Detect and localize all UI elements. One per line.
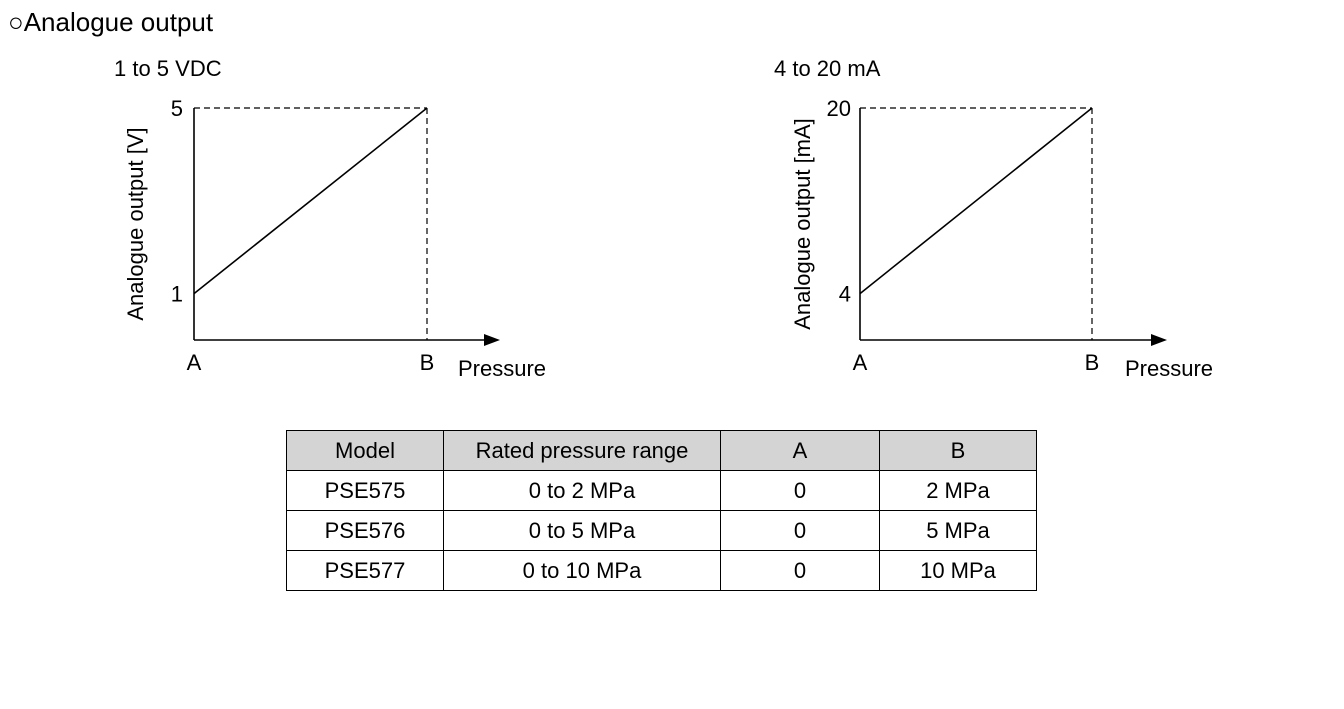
y-axis-title: Analogue output [V] — [123, 127, 148, 320]
x-axis-title: Pressure — [1125, 356, 1213, 381]
rated-pressure-table: Model Rated pressure range A B PSE575 0 … — [286, 430, 1037, 591]
y-tick-label-1: 1 — [171, 282, 183, 307]
cell-rated-pressure-range: 0 to 5 MPa — [443, 510, 721, 551]
x-axis-arrowhead — [1151, 334, 1167, 346]
x-tick-label-b: B — [420, 350, 435, 375]
column-header-rated-pressure-range: Rated pressure range — [443, 430, 721, 471]
cell-model: PSE576 — [286, 510, 444, 551]
y-tick-label-4: 4 — [839, 282, 851, 307]
y-tick-label-20: 20 — [827, 96, 851, 121]
page-title: ○Analogue output — [8, 7, 214, 37]
table-row: PSE577 0 to 10 MPa 0 10 MPa — [286, 550, 1037, 591]
cell-a: 0 — [720, 470, 880, 511]
cell-model: PSE577 — [286, 550, 444, 591]
series-line — [859, 107, 1093, 295]
table-header-row: Model Rated pressure range A B — [286, 430, 1037, 471]
y-tick-label-5: 5 — [171, 96, 183, 121]
x-tick-label-a: A — [853, 350, 868, 375]
chart-title: 1 to 5 VDC — [114, 56, 222, 81]
x-tick-label-b: B — [1085, 350, 1100, 375]
cell-rated-pressure-range: 0 to 10 MPa — [443, 550, 721, 591]
column-header-b: B — [879, 430, 1037, 471]
cell-b: 2 MPa — [879, 470, 1037, 511]
cell-rated-pressure-range: 0 to 2 MPa — [443, 470, 721, 511]
cell-a: 0 — [720, 550, 880, 591]
cell-b: 10 MPa — [879, 550, 1037, 591]
x-axis-title: Pressure — [458, 356, 546, 381]
x-axis-arrowhead — [484, 334, 500, 346]
table-row: PSE575 0 to 2 MPa 0 2 MPa — [286, 470, 1037, 511]
column-header-model: Model — [286, 430, 444, 471]
chart-title: 4 to 20 mA — [774, 56, 881, 81]
cell-b: 5 MPa — [879, 510, 1037, 551]
x-tick-label-a: A — [187, 350, 202, 375]
cell-a: 0 — [720, 510, 880, 551]
table-row: PSE576 0 to 5 MPa 0 5 MPa — [286, 510, 1037, 551]
y-axis-title: Analogue output [mA] — [790, 118, 815, 330]
column-header-a: A — [720, 430, 880, 471]
series-line — [193, 107, 428, 295]
cell-model: PSE575 — [286, 470, 444, 511]
